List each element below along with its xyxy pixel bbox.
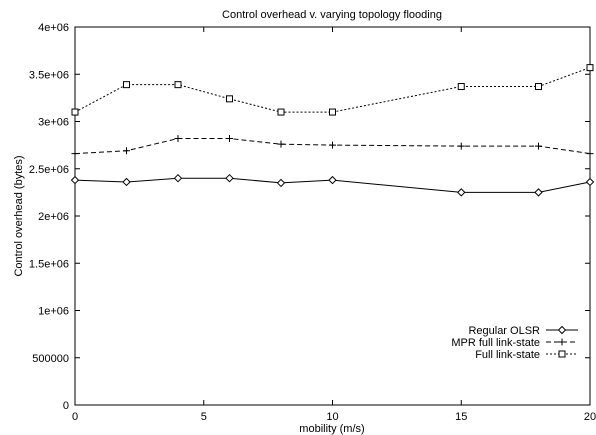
- legend-marker: [557, 325, 567, 335]
- legend-label: Full link-state: [475, 349, 540, 361]
- data-point: [534, 188, 543, 197]
- data-point: [277, 140, 285, 148]
- data-point: [586, 64, 594, 72]
- data-point: [123, 147, 130, 155]
- y-tick-label: 1e+06: [38, 306, 69, 318]
- data-point: [277, 108, 285, 116]
- x-tick-label: 5: [201, 411, 207, 423]
- data-point: [329, 108, 336, 116]
- x-tick-label: 20: [584, 411, 596, 423]
- data-point: [122, 177, 131, 187]
- data-point: [457, 188, 466, 197]
- series-1: [71, 135, 594, 158]
- data-point: [174, 81, 182, 89]
- x-axis-label: mobility (m/s): [299, 423, 364, 435]
- legend-marker: [558, 338, 566, 346]
- x-tick-label: 15: [455, 411, 467, 423]
- y-tick-label: 2e+06: [38, 211, 69, 223]
- chart-title: Control overhead v. varying topology flo…: [222, 9, 442, 21]
- data-point: [173, 173, 183, 183]
- legend-marker: [558, 350, 566, 358]
- y-tick-label: 3.5e+06: [29, 69, 69, 81]
- x-tick-label: 0: [72, 411, 78, 423]
- series-line: [74, 67, 591, 113]
- data-point: [586, 150, 594, 158]
- y-tick-label: 2.5e+06: [29, 164, 69, 176]
- data-point: [535, 142, 542, 150]
- legend-label: MPR full link-state: [451, 337, 540, 349]
- data-point: [226, 95, 233, 103]
- x-tick-label: 10: [326, 411, 338, 423]
- data-point: [329, 141, 336, 149]
- data-point: [328, 175, 337, 185]
- data-point: [71, 150, 79, 158]
- data-point: [70, 175, 80, 185]
- y-tick-label: 3e+06: [38, 117, 69, 129]
- data-point: [71, 108, 79, 116]
- data-point: [276, 178, 286, 188]
- data-point: [226, 135, 233, 143]
- data-point: [585, 177, 595, 187]
- y-tick-label: 4e+06: [38, 22, 69, 34]
- data-point: [123, 81, 130, 89]
- y-axis: 0 500000 1e+06 1.5e+06 2e+06 2.5e+06 3e+06 3.5e…: [29, 22, 590, 412]
- data-point: [457, 83, 465, 91]
- y-tick-label: 1.5e+06: [29, 258, 69, 270]
- series-layer: [70, 64, 595, 197]
- data-point: [174, 135, 182, 143]
- y-tick-label: 500000: [32, 353, 69, 365]
- data-point: [535, 83, 542, 91]
- series-2: [71, 64, 594, 116]
- data-point: [225, 173, 234, 183]
- x-axis: 0 5 10 15 20: [72, 27, 596, 423]
- data-point: [457, 142, 465, 150]
- y-axis-label: Control overhead (bytes): [13, 155, 25, 276]
- y-tick-label: 0: [63, 400, 69, 412]
- legend-label: Regular OLSR: [468, 325, 540, 337]
- series-0: [70, 173, 595, 197]
